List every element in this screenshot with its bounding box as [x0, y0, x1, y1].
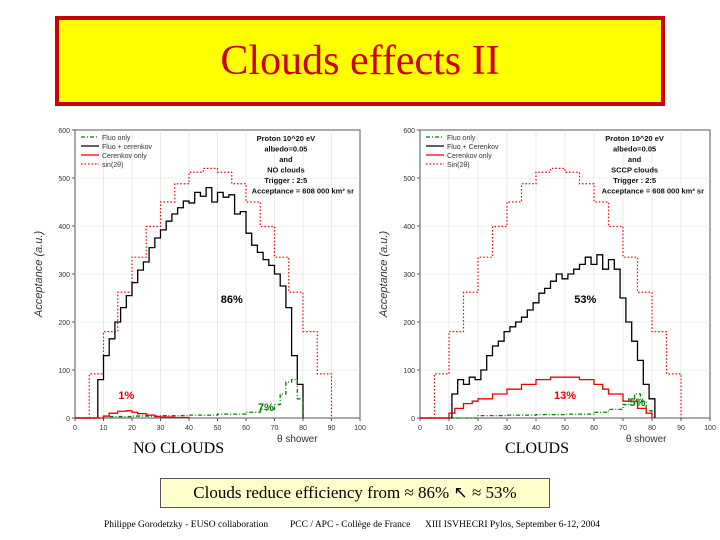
info-line: Proton 10^20 eV	[605, 134, 664, 143]
x-tick-label: 100	[354, 425, 366, 432]
footer-event: XIII ISVHECRI Pylos, September 6-12, 200…	[425, 520, 600, 530]
footer-author: Philippe Gorodetzky - EUSO collaboration	[104, 520, 269, 530]
y-tick-label: 0	[411, 416, 415, 423]
x-axis-label: θ shower	[277, 434, 318, 445]
chart-clouds: 0 100 200 300 400 500 600 0 10 20 30 40 50 60 70 80 90 10…	[378, 128, 716, 445]
slide-title: Clouds effects II	[220, 38, 500, 84]
legend-entry: Fluo only	[447, 135, 476, 142]
info-line: Trigger : 2:5	[613, 176, 656, 185]
y-tick-label: 600	[58, 128, 70, 135]
series-fluo-cerenkov	[420, 254, 656, 419]
percent-annotation: 5%	[630, 397, 646, 409]
info-line: NO clouds	[267, 166, 305, 175]
y-axis-label: Acceptance (a.u.)	[33, 231, 45, 319]
x-tick-label: 10	[445, 425, 453, 432]
y-tick-label: 300	[403, 272, 415, 279]
x-tick-label: 90	[677, 425, 685, 432]
x-tick-label: 50	[561, 425, 569, 432]
legend-entry: Fluo + Cerenkov	[447, 144, 499, 151]
series-sin-2	[75, 167, 333, 419]
y-tick-label: 100	[403, 368, 415, 375]
x-tick-label: 20	[474, 425, 482, 432]
x-tick-label: 60	[590, 425, 598, 432]
x-tick-label: 30	[157, 425, 165, 432]
x-tick-label: 70	[619, 425, 627, 432]
percent-annotation: 86%	[221, 294, 243, 306]
legend-entry: Cerenkov only	[447, 153, 492, 160]
footer-affiliation: PCC / APC - Collège de France	[290, 520, 411, 530]
legend-entry: Fluo only	[102, 135, 131, 142]
caption-clouds: CLOUDS	[505, 440, 570, 457]
info-line: albedo=0.05	[613, 145, 656, 154]
y-tick-label: 0	[66, 416, 70, 423]
y-tick-label: 300	[58, 272, 70, 279]
y-tick-label: 500	[403, 176, 415, 183]
x-tick-label: 0	[73, 425, 77, 432]
x-tick-label: 100	[704, 425, 716, 432]
summary-box: Clouds reduce efficiency from ≈ 86% ↖ ≈ …	[160, 478, 550, 508]
x-tick-label: 90	[328, 425, 336, 432]
y-tick-label: 100	[58, 368, 70, 375]
y-axis-label: Acceptance (a.u.)	[378, 231, 390, 319]
x-tick-label: 60	[242, 425, 250, 432]
x-tick-label: 50	[214, 425, 222, 432]
x-axis-label: θ shower	[626, 434, 667, 445]
info-line: Acceptance = 608 000 km² sr	[252, 187, 354, 196]
legend-entry: Cerenkov only	[102, 153, 147, 160]
series-cerenkov-only	[75, 410, 190, 419]
info-line: Proton 10^20 eV	[257, 134, 316, 143]
percent-annotation: 53%	[574, 294, 596, 306]
series-fluo-only	[75, 378, 304, 419]
info-line: and	[628, 155, 642, 164]
info-line: Trigger : 2:5	[264, 176, 307, 185]
y-tick-label: 500	[58, 176, 70, 183]
info-line: albedo=0.05	[264, 145, 307, 154]
y-tick-label: 400	[403, 224, 415, 231]
title-box: Clouds effects II	[55, 16, 665, 106]
chart-no-clouds: 0 100 200 300 400 500 600 0 10 20 30 40 50 60 70 80 90 10…	[33, 128, 366, 445]
x-tick-label: 80	[299, 425, 307, 432]
x-tick-label: 20	[128, 425, 136, 432]
summary-text: Clouds reduce efficiency from ≈ 86% ↖ ≈ …	[193, 483, 517, 502]
info-line: Acceptance = 608 000 km² sr	[602, 187, 704, 196]
info-line: SCCP clouds	[611, 166, 658, 175]
x-tick-label: 0	[418, 425, 422, 432]
y-tick-label: 200	[58, 320, 70, 327]
x-tick-label: 40	[532, 425, 540, 432]
x-tick-label: 40	[185, 425, 193, 432]
caption-no-clouds: NO CLOUDS	[133, 440, 225, 457]
y-tick-label: 600	[403, 128, 415, 135]
y-tick-label: 200	[403, 320, 415, 327]
x-tick-label: 80	[648, 425, 656, 432]
x-tick-label: 10	[100, 425, 108, 432]
series-sin-2	[420, 167, 682, 419]
info-line: and	[279, 155, 293, 164]
x-tick-label: 70	[271, 425, 279, 432]
y-tick-label: 400	[58, 224, 70, 231]
series-cerenkov-only	[420, 376, 653, 419]
x-tick-label: 30	[503, 425, 511, 432]
percent-annotation: 13%	[554, 390, 576, 402]
percent-annotation: 7%	[258, 402, 274, 414]
legend-entry: Sin(2θ)	[447, 162, 470, 169]
legend-entry: sin(2θ)	[102, 162, 123, 169]
percent-annotation: 1%	[118, 390, 134, 402]
series-fluo-cerenkov	[75, 186, 304, 419]
legend-entry: Fluo + cerenkov	[102, 144, 152, 151]
